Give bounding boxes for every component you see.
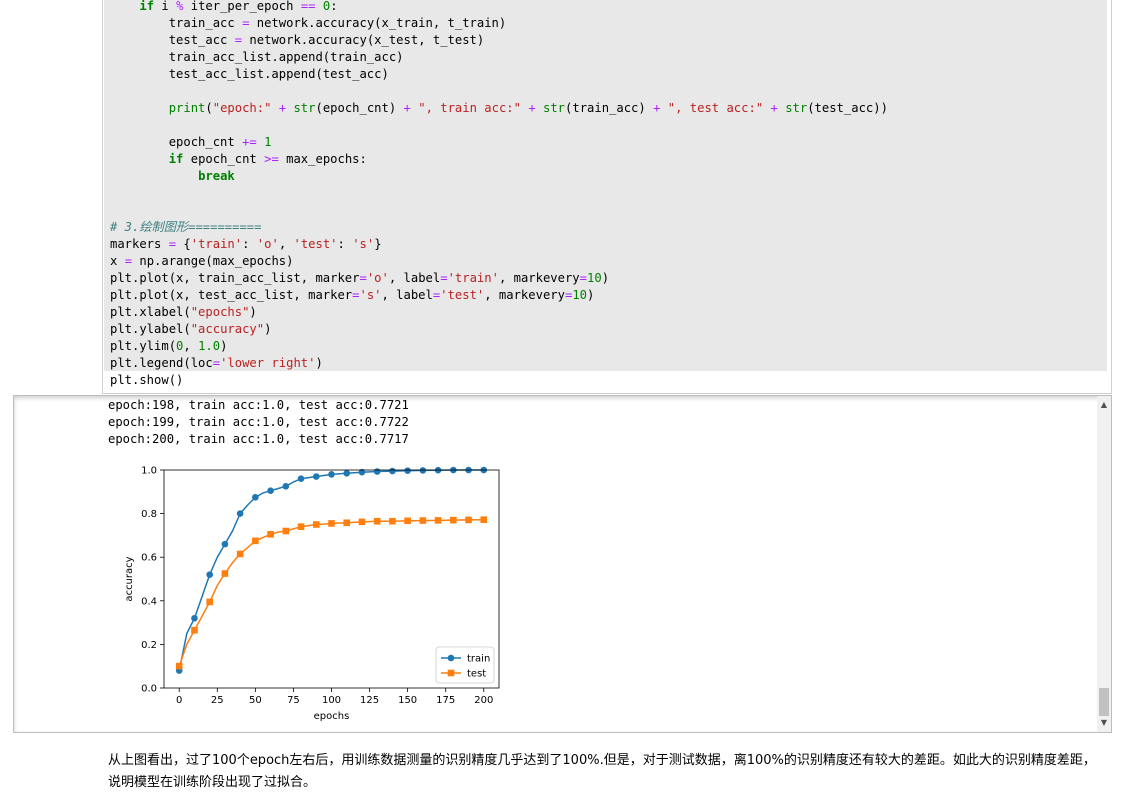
- code-line: plt.xlabel("epochs"): [110, 305, 257, 319]
- test-point: [358, 518, 366, 526]
- y-tick-label: 0.4: [141, 596, 157, 607]
- test-point: [312, 521, 320, 528]
- scroll-thumb[interactable]: [1099, 688, 1109, 716]
- y-tick-label: 0.0: [141, 684, 157, 695]
- train-point: [373, 468, 381, 475]
- train-point: [358, 468, 366, 476]
- y-tick-label: 0.8: [141, 509, 157, 520]
- x-tick-label: 50: [249, 695, 262, 706]
- train-point: [312, 473, 320, 480]
- test-point: [191, 626, 198, 634]
- code-line: if i % iter_per_epoch == 0:: [139, 0, 338, 13]
- train-point: [404, 467, 411, 474]
- test-point: [221, 570, 229, 577]
- legend-marker: [447, 654, 455, 662]
- accuracy-chart: 0 25 50 75 100 125 150 175 200 0.0 0.2 0.4 0.6 0.8 1.0…: [124, 466, 500, 722]
- code-line: train_acc_list.append(train_acc): [110, 50, 404, 64]
- test-point: [343, 519, 351, 527]
- legend-marker: [447, 669, 455, 677]
- x-tick-label: 100: [322, 695, 341, 706]
- code-line: plt.plot(x, test_acc_list, marker='s', l…: [110, 288, 595, 302]
- x-tick-label: 150: [398, 695, 417, 706]
- train-point: [282, 483, 290, 490]
- output-area[interactable]: epoch:198, train acc:1.0, test acc:0.772…: [13, 395, 1112, 733]
- legend-label: test: [467, 669, 486, 680]
- test-point: [480, 516, 488, 524]
- code-line: test_acc = network.accuracy(x_test, t_te…: [110, 33, 485, 47]
- train-point: [191, 614, 198, 622]
- train-point: [267, 487, 274, 495]
- code-line: print("epoch:" + str(epoch_cnt) + ", tra…: [168, 101, 888, 115]
- x-tick-label: 0: [176, 695, 182, 706]
- code-line: markers = {'train': 'o', 'test': 's'}: [110, 237, 382, 251]
- train-point: [419, 467, 427, 474]
- code-line: plt.ylabel("accuracy"): [110, 322, 272, 336]
- output-line: epoch:198, train acc:1.0, test acc:0.772…: [108, 398, 409, 412]
- output-text: epoch:198, train acc:1.0, test acc:0.772…: [108, 397, 409, 448]
- code-line: plt.ylim(0, 1.0): [110, 339, 228, 353]
- test-point: [450, 516, 457, 524]
- code-cell[interactable]: if i % iter_per_epoch == 0: train_acc = …: [102, 0, 1112, 394]
- test-point: [175, 662, 183, 670]
- y-axis-label: accuracy: [124, 556, 135, 601]
- code-editor-background[interactable]: [104, 0, 1107, 371]
- test-point: [282, 527, 290, 535]
- train-point: [343, 469, 351, 477]
- markdown-paragraph: 从上图看出，过了100个epoch左右后，用训练数据测量的识别精度几乎达到了10…: [108, 753, 1096, 790]
- x-tick-label: 75: [287, 695, 300, 706]
- code-line: plt.legend(loc='lower right'): [110, 356, 323, 370]
- output-line: epoch:199, train acc:1.0, test acc:0.772…: [108, 415, 409, 429]
- code-line: plt.plot(x, train_acc_list, marker='o', …: [110, 271, 610, 285]
- test-point: [389, 517, 396, 525]
- code-line: epoch_cnt += 1: [110, 135, 272, 149]
- legend-label: train: [467, 654, 490, 665]
- test-point: [419, 517, 427, 524]
- test-point: [373, 517, 381, 525]
- scroll-up-icon[interactable]: ▲: [1100, 400, 1108, 409]
- code-line: plt.show(): [110, 373, 184, 387]
- code-editor[interactable]: if i % iter_per_epoch == 0: train_acc = …: [110, 0, 888, 389]
- test-point: [434, 517, 442, 524]
- code-line: if epoch_cnt >= max_epochs:: [168, 152, 367, 166]
- x-tick-label: 25: [211, 695, 224, 706]
- vertical-scrollbar[interactable]: ▲ ▼: [1097, 396, 1111, 732]
- test-point: [465, 516, 472, 524]
- y-tick-label: 0.6: [141, 553, 157, 564]
- x-tick-label: 200: [474, 695, 493, 706]
- code-line: # 3.绘制图形==========: [110, 220, 262, 234]
- train-point: [389, 467, 396, 475]
- y-tick-label: 1.0: [141, 466, 157, 477]
- train-point: [252, 493, 259, 501]
- test-point: [328, 520, 335, 527]
- test-point: [236, 550, 244, 558]
- x-tick-label: 125: [360, 695, 379, 706]
- code-line: test_acc_list.append(test_acc): [110, 67, 389, 81]
- code-line: train_acc = network.accuracy(x_train, t_…: [110, 16, 507, 30]
- train-point: [328, 471, 335, 478]
- train-point: [206, 571, 213, 578]
- x-tick-label: 175: [436, 695, 455, 706]
- train-point: [236, 510, 244, 517]
- scroll-down-icon[interactable]: ▼: [1100, 718, 1108, 727]
- code-line: x = np.arange(max_epochs): [110, 254, 294, 268]
- test-point: [404, 517, 411, 525]
- test-point: [267, 531, 274, 538]
- train-point: [297, 475, 305, 483]
- test-point: [297, 523, 305, 530]
- code-line: break: [198, 169, 235, 183]
- test-point: [252, 537, 259, 545]
- test-point: [206, 598, 213, 606]
- x-axis-label: epochs: [314, 711, 350, 722]
- y-tick-label: 0.2: [141, 640, 157, 651]
- output-line: epoch:200, train acc:1.0, test acc:0.771…: [108, 432, 409, 446]
- train-point: [221, 540, 229, 548]
